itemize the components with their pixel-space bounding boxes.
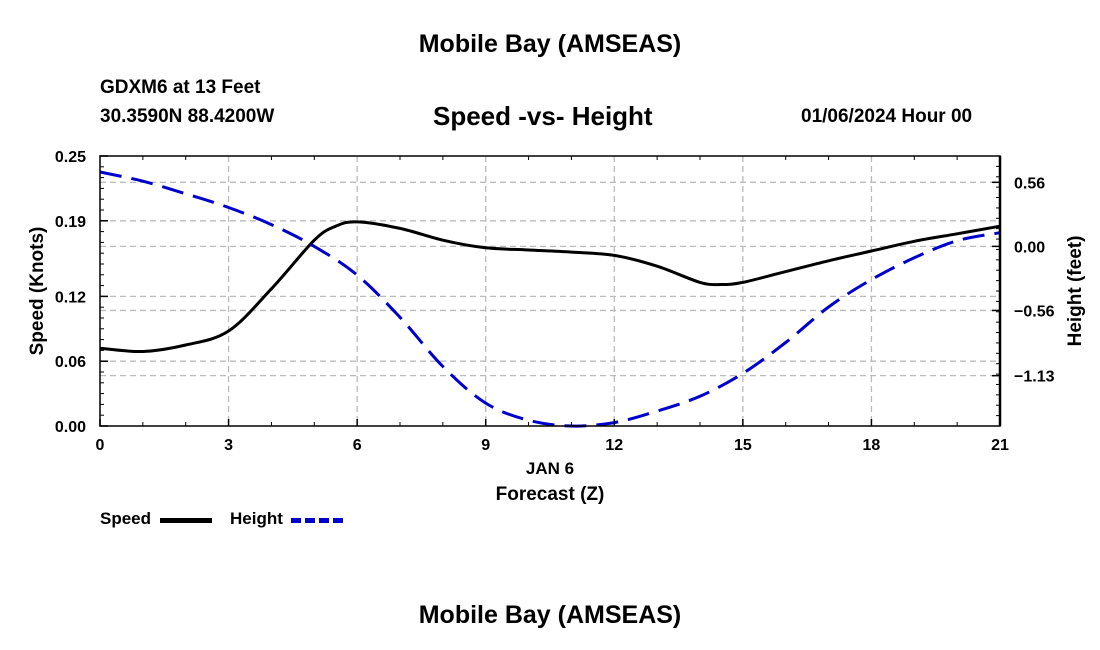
x-tick-label: 12 [605,437,623,454]
x-axis-date-label: JAN 6 [526,459,574,478]
legend-swatch-speed [160,518,212,523]
series-line-speed [99,220,1001,354]
y-left-tick-label: 0.12 [55,289,86,306]
x-tick-label: 18 [863,437,881,454]
x-tick-label: 21 [991,437,1009,454]
x-tick-label: 9 [481,437,490,454]
legend-label-speed: Speed [100,509,152,528]
forecast-datetime: 01/06/2024 Hour 00 [801,106,973,127]
station-name: GDXM6 at 13 Feet [100,77,261,98]
y-left-tick-label: 0.06 [55,354,86,371]
legend-label-height: Height [230,509,283,528]
x-tick-label: 6 [353,437,362,454]
page-title: Mobile Bay (AMSEAS) [418,30,682,58]
legend-item-speed: Speed [100,509,151,529]
x-axis-label: Forecast (Z) [496,484,605,505]
y-left-tick-label: 0.25 [55,149,86,166]
legend-swatch-height [291,518,343,523]
y-axis-left-label: Speed (Knots) [27,227,48,356]
y-right-tick-label: −0.56 [1014,303,1055,320]
y-right-tick-label: 0.00 [1014,239,1045,256]
y-left-tick-label: 0.00 [55,419,86,436]
y-right-tick-label: 0.56 [1014,175,1045,192]
y-right-tick-label: −1.13 [1014,369,1055,386]
footer-title: Mobile Bay (AMSEAS) [418,601,682,629]
x-tick-label: 0 [96,437,105,454]
plot-frame [99,155,1001,427]
grid-lines [100,155,1000,426]
chart-title: Speed -vs- Height [433,101,653,131]
series-lines [99,170,1001,428]
axes: 0 3 6 9 12 15 18 21 0.00 0.06 0.12 0.19 0.25 −1.13 −0.… [55,149,1055,454]
y-left-tick-label: 0.19 [55,214,86,231]
series-line-height [99,170,1001,428]
y-axis-right-label: Height (feet) [1065,236,1086,347]
x-tick-label: 3 [224,437,233,454]
station-coordinates: 30.3590N 88.4200W [100,106,275,127]
x-tick-label: 15 [734,437,752,454]
legend-item-height: Height [230,509,283,529]
